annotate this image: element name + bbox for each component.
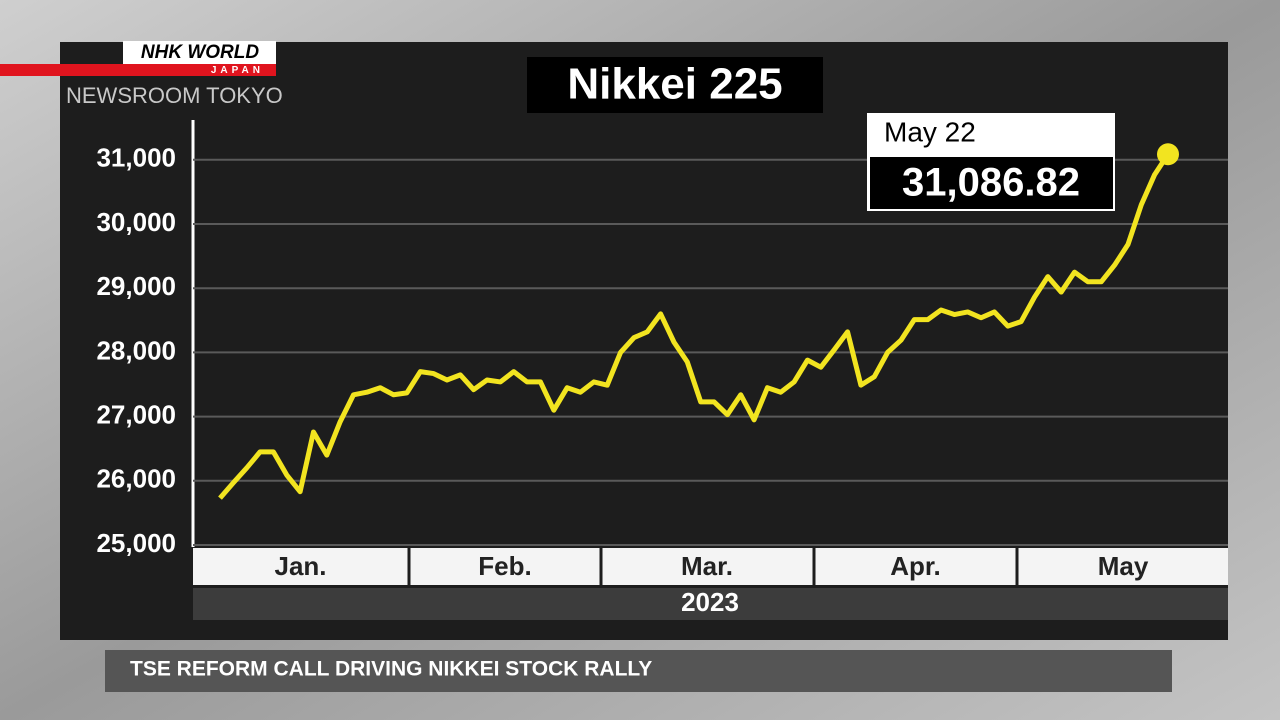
y-tick-label: 27,000 (96, 399, 176, 429)
annotation-value-box (870, 157, 1113, 209)
headline-bar (105, 650, 1172, 692)
y-tick-label: 28,000 (96, 335, 176, 365)
logo: NHK WORLD (141, 42, 259, 63)
x-tick-label: Apr. (890, 551, 941, 581)
title-box (527, 57, 823, 113)
x-tick-label: Mar. (681, 551, 733, 581)
annotation-value: 31,086.82 (902, 161, 1080, 205)
year-band (193, 588, 1228, 620)
x-tick-label: Feb. (478, 551, 531, 581)
y-tick-label: 30,000 (96, 207, 176, 237)
headline: TSE REFORM CALL DRIVING NIKKEI STOCK RAL… (130, 658, 652, 681)
end-marker (1157, 143, 1179, 166)
y-tick-label: 29,000 (96, 271, 176, 301)
y-tick-label: 26,000 (96, 464, 176, 494)
program-name: NEWSROOM TOKYO (66, 83, 283, 108)
chart-title: Nikkei 225 (567, 60, 782, 109)
sublogo: JAPAN (211, 65, 264, 76)
logo-bar (0, 64, 276, 76)
annotation-date: May 22 (884, 116, 976, 147)
y-tick-label: 25,000 (96, 528, 176, 558)
year-label: 2023 (681, 587, 739, 617)
price-line (218, 152, 1171, 500)
x-tick-label: Jan. (274, 551, 326, 581)
y-tick-label: 31,000 (96, 143, 176, 173)
month-band (193, 548, 1228, 585)
x-tick-label: May (1098, 551, 1149, 581)
logo-box (123, 41, 276, 64)
